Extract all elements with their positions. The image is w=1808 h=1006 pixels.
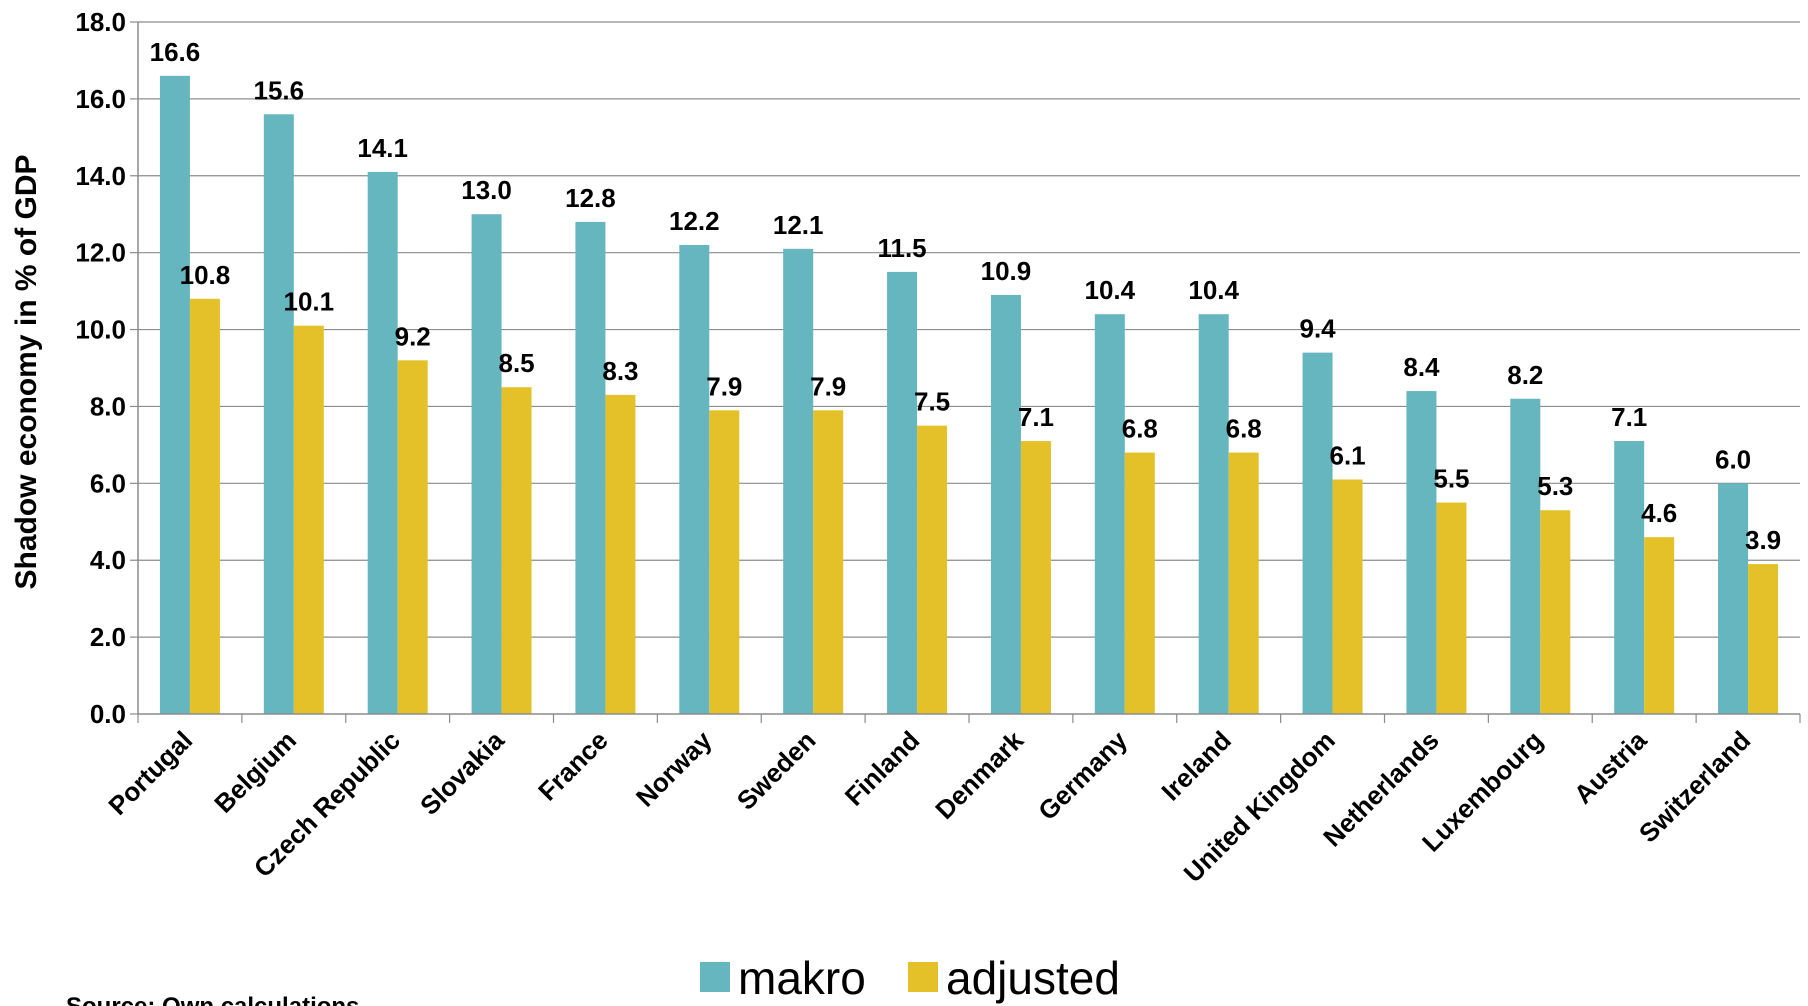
data-label-adjusted: 7.5 <box>914 387 950 417</box>
x-category-label: Ireland <box>1155 725 1236 806</box>
data-label-adjusted: 8.3 <box>602 356 638 386</box>
x-category-label: Portugal <box>102 725 198 821</box>
x-category-label: Norway <box>630 725 718 813</box>
data-label-makro: 10.4 <box>1085 275 1136 305</box>
data-label-makro: 10.9 <box>981 256 1032 286</box>
bar-makro <box>990 294 1021 714</box>
data-label-makro: 10.4 <box>1188 275 1239 305</box>
bar-adjusted <box>501 387 532 714</box>
data-label-makro: 14.1 <box>357 133 408 163</box>
y-tick-label: 8.0 <box>90 391 126 421</box>
data-label-adjusted: 10.1 <box>284 287 335 317</box>
data-label-makro: 12.2 <box>669 206 720 236</box>
bar-makro <box>367 171 398 714</box>
bar-makro <box>1406 391 1437 714</box>
y-axis-ticks: 0.0 2.0 4.0 6.0 8.0 10.0 12.0 14.0 16.0 18.0 <box>75 7 138 729</box>
legend-swatch-adjusted <box>908 962 938 992</box>
y-tick-label: 10.0 <box>75 315 126 345</box>
bar-adjusted <box>1228 452 1259 714</box>
x-category-label: Slovakia <box>414 725 510 821</box>
data-label-makro: 6.0 <box>1715 444 1751 474</box>
data-label-adjusted: 7.1 <box>1018 402 1054 432</box>
bar-makro <box>783 248 814 715</box>
y-tick-label: 14.0 <box>75 161 126 191</box>
bar-makro <box>887 271 918 714</box>
bar-makro <box>1510 398 1541 714</box>
bar-adjusted <box>1540 510 1571 714</box>
bar-adjusted <box>917 425 948 714</box>
data-label-adjusted: 10.8 <box>180 260 231 290</box>
bar-adjusted <box>1124 452 1155 714</box>
y-axis-label: Shadow economy in % of GDP <box>10 154 43 589</box>
y-tick-label: 0.0 <box>90 699 126 729</box>
bar-makro <box>159 75 190 715</box>
data-label-makro: 8.4 <box>1403 352 1440 382</box>
bar-adjusted <box>189 298 220 714</box>
data-label-adjusted: 3.9 <box>1745 525 1781 555</box>
bar-makro <box>679 244 710 714</box>
x-category-label: Germany <box>1032 725 1133 826</box>
bar-makro <box>1094 314 1125 714</box>
bar-adjusted <box>1332 479 1363 714</box>
bar-makro <box>471 214 502 714</box>
y-tick-label: 6.0 <box>90 468 126 498</box>
y-tick-label: 12.0 <box>75 238 126 268</box>
data-label-adjusted: 8.5 <box>498 348 534 378</box>
bar-makro <box>575 221 606 714</box>
data-label-adjusted: 5.5 <box>1433 464 1469 494</box>
data-label-adjusted: 6.8 <box>1122 414 1158 444</box>
bar-makro <box>1198 314 1229 714</box>
bar-adjusted <box>1748 564 1779 714</box>
data-label-adjusted: 9.2 <box>395 321 431 351</box>
data-label-adjusted: 7.9 <box>706 371 742 401</box>
data-label-makro: 7.1 <box>1611 402 1647 432</box>
data-label-makro: 15.6 <box>254 75 305 105</box>
data-label-makro: 12.1 <box>773 210 824 240</box>
bar-makro <box>1302 352 1333 714</box>
legend: makro adjusted <box>700 952 1120 1004</box>
data-label-makro: 11.5 <box>877 233 926 263</box>
x-category-label: Finland <box>839 725 926 812</box>
bar-adjusted <box>1644 537 1675 714</box>
x-category-label: Switzerland <box>1633 725 1756 848</box>
legend-swatch-makro <box>700 962 730 992</box>
x-category-label: Sweden <box>731 725 822 816</box>
data-label-adjusted: 5.3 <box>1537 471 1573 501</box>
x-category-label: Belgium <box>208 725 302 819</box>
y-tick-label: 2.0 <box>90 622 126 652</box>
bar-adjusted <box>293 325 324 714</box>
bars <box>159 75 1779 715</box>
legend-label-makro: makro <box>738 952 866 1004</box>
bar-adjusted <box>605 394 636 714</box>
data-label-makro: 12.8 <box>565 183 616 213</box>
source-note: Source: Own calculations <box>66 993 359 1006</box>
bar-adjusted <box>397 360 428 714</box>
data-label-makro: 8.2 <box>1507 360 1543 390</box>
legend-label-adjusted: adjusted <box>946 952 1120 1004</box>
data-label-adjusted: 7.9 <box>810 371 846 401</box>
bar-makro <box>1718 483 1749 714</box>
x-category-label: Denmark <box>929 725 1029 825</box>
data-label-makro: 13.0 <box>461 175 512 205</box>
data-label-adjusted: 6.1 <box>1329 440 1365 470</box>
data-label-adjusted: 6.8 <box>1226 414 1262 444</box>
y-tick-label: 16.0 <box>75 84 126 114</box>
x-category-label: France <box>532 725 614 807</box>
bar-makro <box>1614 441 1645 714</box>
x-category-label: Austria <box>1568 725 1653 810</box>
bar-adjusted <box>709 410 740 714</box>
bar-adjusted <box>813 410 844 714</box>
y-tick-label: 18.0 <box>75 7 126 37</box>
data-labels: 16.6 10.8 15.6 10.1 14.1 9.2 13.0 8.5 12.8 8.3 12.… <box>150 37 1782 555</box>
bar-makro <box>263 114 294 715</box>
data-label-makro: 9.4 <box>1299 314 1336 344</box>
bar-adjusted <box>1436 502 1467 714</box>
data-label-adjusted: 4.6 <box>1641 498 1677 528</box>
bar-adjusted <box>1020 441 1051 714</box>
y-tick-label: 4.0 <box>90 545 126 575</box>
axes <box>137 22 1801 723</box>
data-label-makro: 16.6 <box>150 37 201 67</box>
